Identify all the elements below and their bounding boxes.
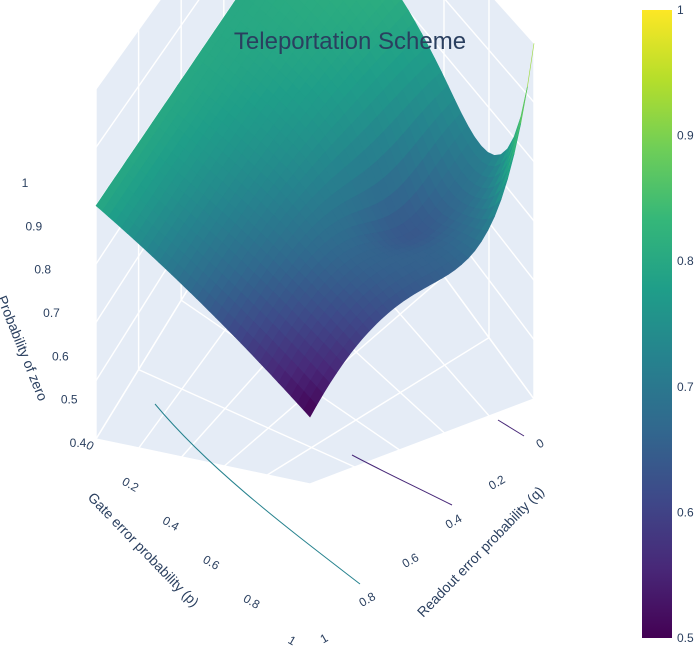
colorbar-tick-label: 0.7: [677, 380, 694, 394]
colorbar-gradient: [642, 10, 672, 638]
z-tick-label: 1: [22, 176, 29, 190]
y-tick-label: 0.8: [241, 591, 263, 612]
contour-line: [154, 403, 361, 585]
contour-line: [497, 419, 525, 437]
x-tick-label: 0.6: [400, 550, 422, 571]
left-wall-grid-z: [95, 0, 161, 90]
right-wall-grid-z: [444, 0, 535, 103]
right-wall-grid-z: [398, 0, 535, 163]
x-tick-label: 0.2: [486, 472, 508, 493]
colorbar-tick-label: 1: [677, 3, 684, 17]
y-tick-label: 0.6: [200, 552, 222, 573]
floor-grid-q: [266, 337, 490, 476]
z-tick-label: 0.5: [61, 393, 78, 407]
x-axis-label: Readout error probability (q): [414, 483, 547, 620]
z-tick-label: 0.8: [34, 263, 51, 277]
x-tick-label: 0.8: [356, 589, 378, 610]
contour-line: [351, 454, 453, 506]
x-tick-label: 0.4: [443, 511, 465, 532]
y-tick-label: 1: [286, 633, 299, 649]
floor-grid-q: [309, 398, 535, 485]
y-tick-label: 0.4: [160, 513, 182, 534]
colorbar-tick-label: 0.6: [677, 505, 694, 519]
y-tick-label: 0.2: [120, 474, 142, 495]
surface-cell: [367, 0, 372, 3]
chart-title: Teleportation Scheme: [234, 28, 466, 55]
y-axis-label: Gate error probability (p): [85, 489, 202, 610]
left-wall-grid-z: [95, 0, 200, 148]
x-tick-label: 0: [534, 436, 547, 452]
z-tick-label: 0.9: [25, 219, 42, 233]
z-tick-label: 0.6: [52, 349, 69, 363]
floor-grid-p: [138, 368, 356, 468]
surface-cell: [303, 397, 317, 418]
colorbar-tick-label: 0.8: [677, 254, 694, 268]
surface-mesh: [95, 0, 535, 585]
z-tick-label: 0.4: [70, 436, 87, 450]
colorbar: 0.5 0.6 0.7 0.8 0.9 1: [642, 3, 694, 645]
right-wall-grid-z: [494, 0, 535, 44]
floor-grid-p: [95, 438, 311, 485]
colorbar-tick-label: 0.9: [677, 129, 694, 143]
x-tick-label: 1: [318, 631, 331, 647]
z-tick-label: 0.7: [43, 306, 60, 320]
colorbar-tick-label: 0.5: [677, 631, 694, 645]
